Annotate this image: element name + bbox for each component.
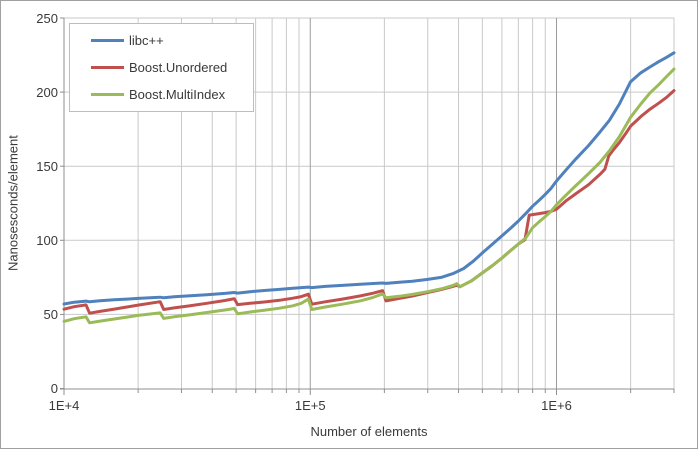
legend-swatch-boost-multiindex bbox=[91, 93, 124, 96]
legend: libc++ Boost.Unordered Boost.MultiIndex bbox=[69, 23, 254, 112]
y-tick-label: 250 bbox=[36, 10, 58, 26]
x-tick-label: 1E+5 bbox=[294, 398, 326, 413]
x-tick-label: 1E+4 bbox=[48, 398, 80, 413]
legend-label: Boost.Unordered bbox=[129, 60, 228, 75]
y-axis-title: Nanosesconds/element bbox=[5, 135, 21, 272]
legend-label: libc++ bbox=[129, 33, 164, 48]
y-tick-label: 50 bbox=[43, 306, 58, 322]
y-tick-label: 100 bbox=[36, 232, 58, 248]
legend-swatch-libc- bbox=[91, 39, 124, 42]
y-tick-label: 150 bbox=[36, 158, 58, 174]
x-axis-title: Number of elements bbox=[310, 424, 428, 439]
series-line-boost-unordered bbox=[62, 89, 676, 315]
y-tick-label: 0 bbox=[50, 381, 58, 396]
series-line-libc- bbox=[62, 51, 676, 306]
x-tick-label: 1E+6 bbox=[541, 398, 572, 413]
y-tick-label: 200 bbox=[36, 84, 58, 100]
legend-entry: Boost.MultiIndex bbox=[91, 87, 253, 102]
legend-swatch-boost-unordered bbox=[91, 66, 124, 69]
legend-entry: Boost.Unordered bbox=[91, 60, 253, 75]
series-line-boost-multiindex bbox=[62, 67, 676, 325]
legend-label: Boost.MultiIndex bbox=[129, 87, 226, 102]
legend-entry: libc++ bbox=[91, 33, 253, 48]
